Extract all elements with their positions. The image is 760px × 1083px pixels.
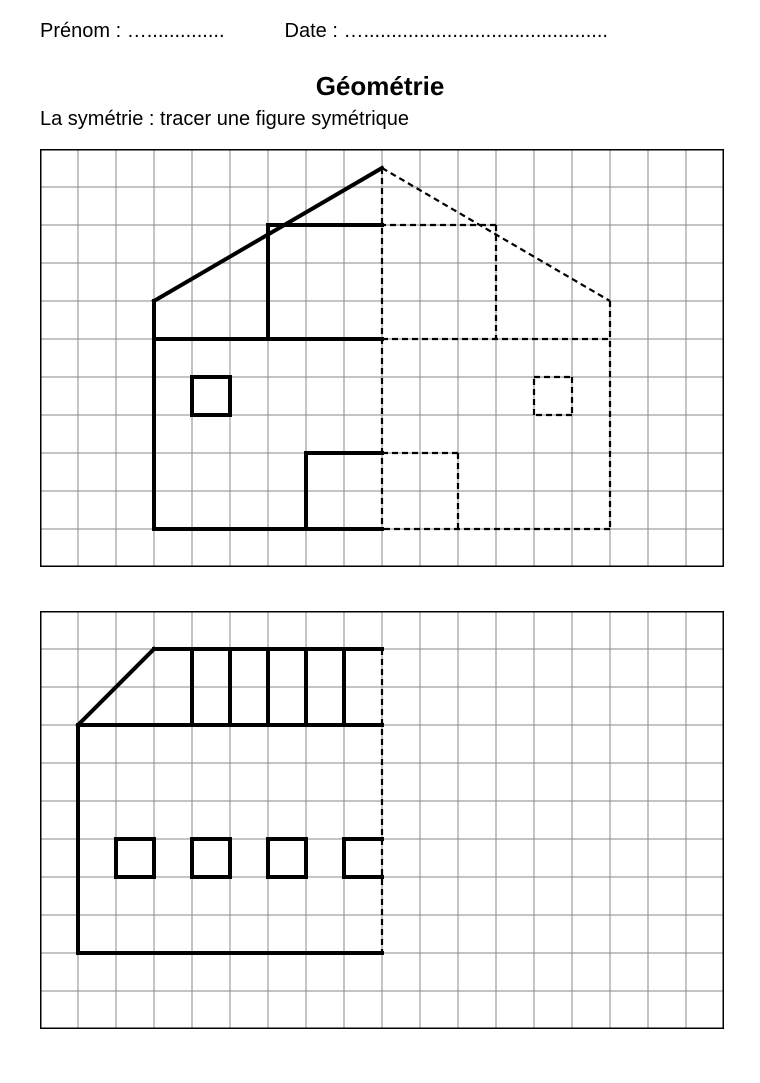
page-title: Géométrie — [40, 71, 720, 102]
name-dots: ….............. — [127, 20, 225, 42]
date-label: Date : — [285, 20, 338, 42]
exercise-grid-2 — [40, 611, 720, 1029]
page-subtitle: La symétrie : tracer une figure symétriq… — [40, 108, 720, 131]
exercise-grid-1 — [40, 149, 720, 567]
name-field: Prénom : ….............. — [40, 20, 225, 43]
header-row: Prénom : ….............. Date : ….......… — [40, 20, 720, 43]
grid-svg-2 — [40, 611, 724, 1029]
grid-svg-1 — [40, 149, 724, 567]
date-field: Date : …................................… — [285, 20, 608, 43]
date-dots: ….......................................… — [343, 20, 608, 42]
name-label: Prénom : — [40, 20, 121, 42]
